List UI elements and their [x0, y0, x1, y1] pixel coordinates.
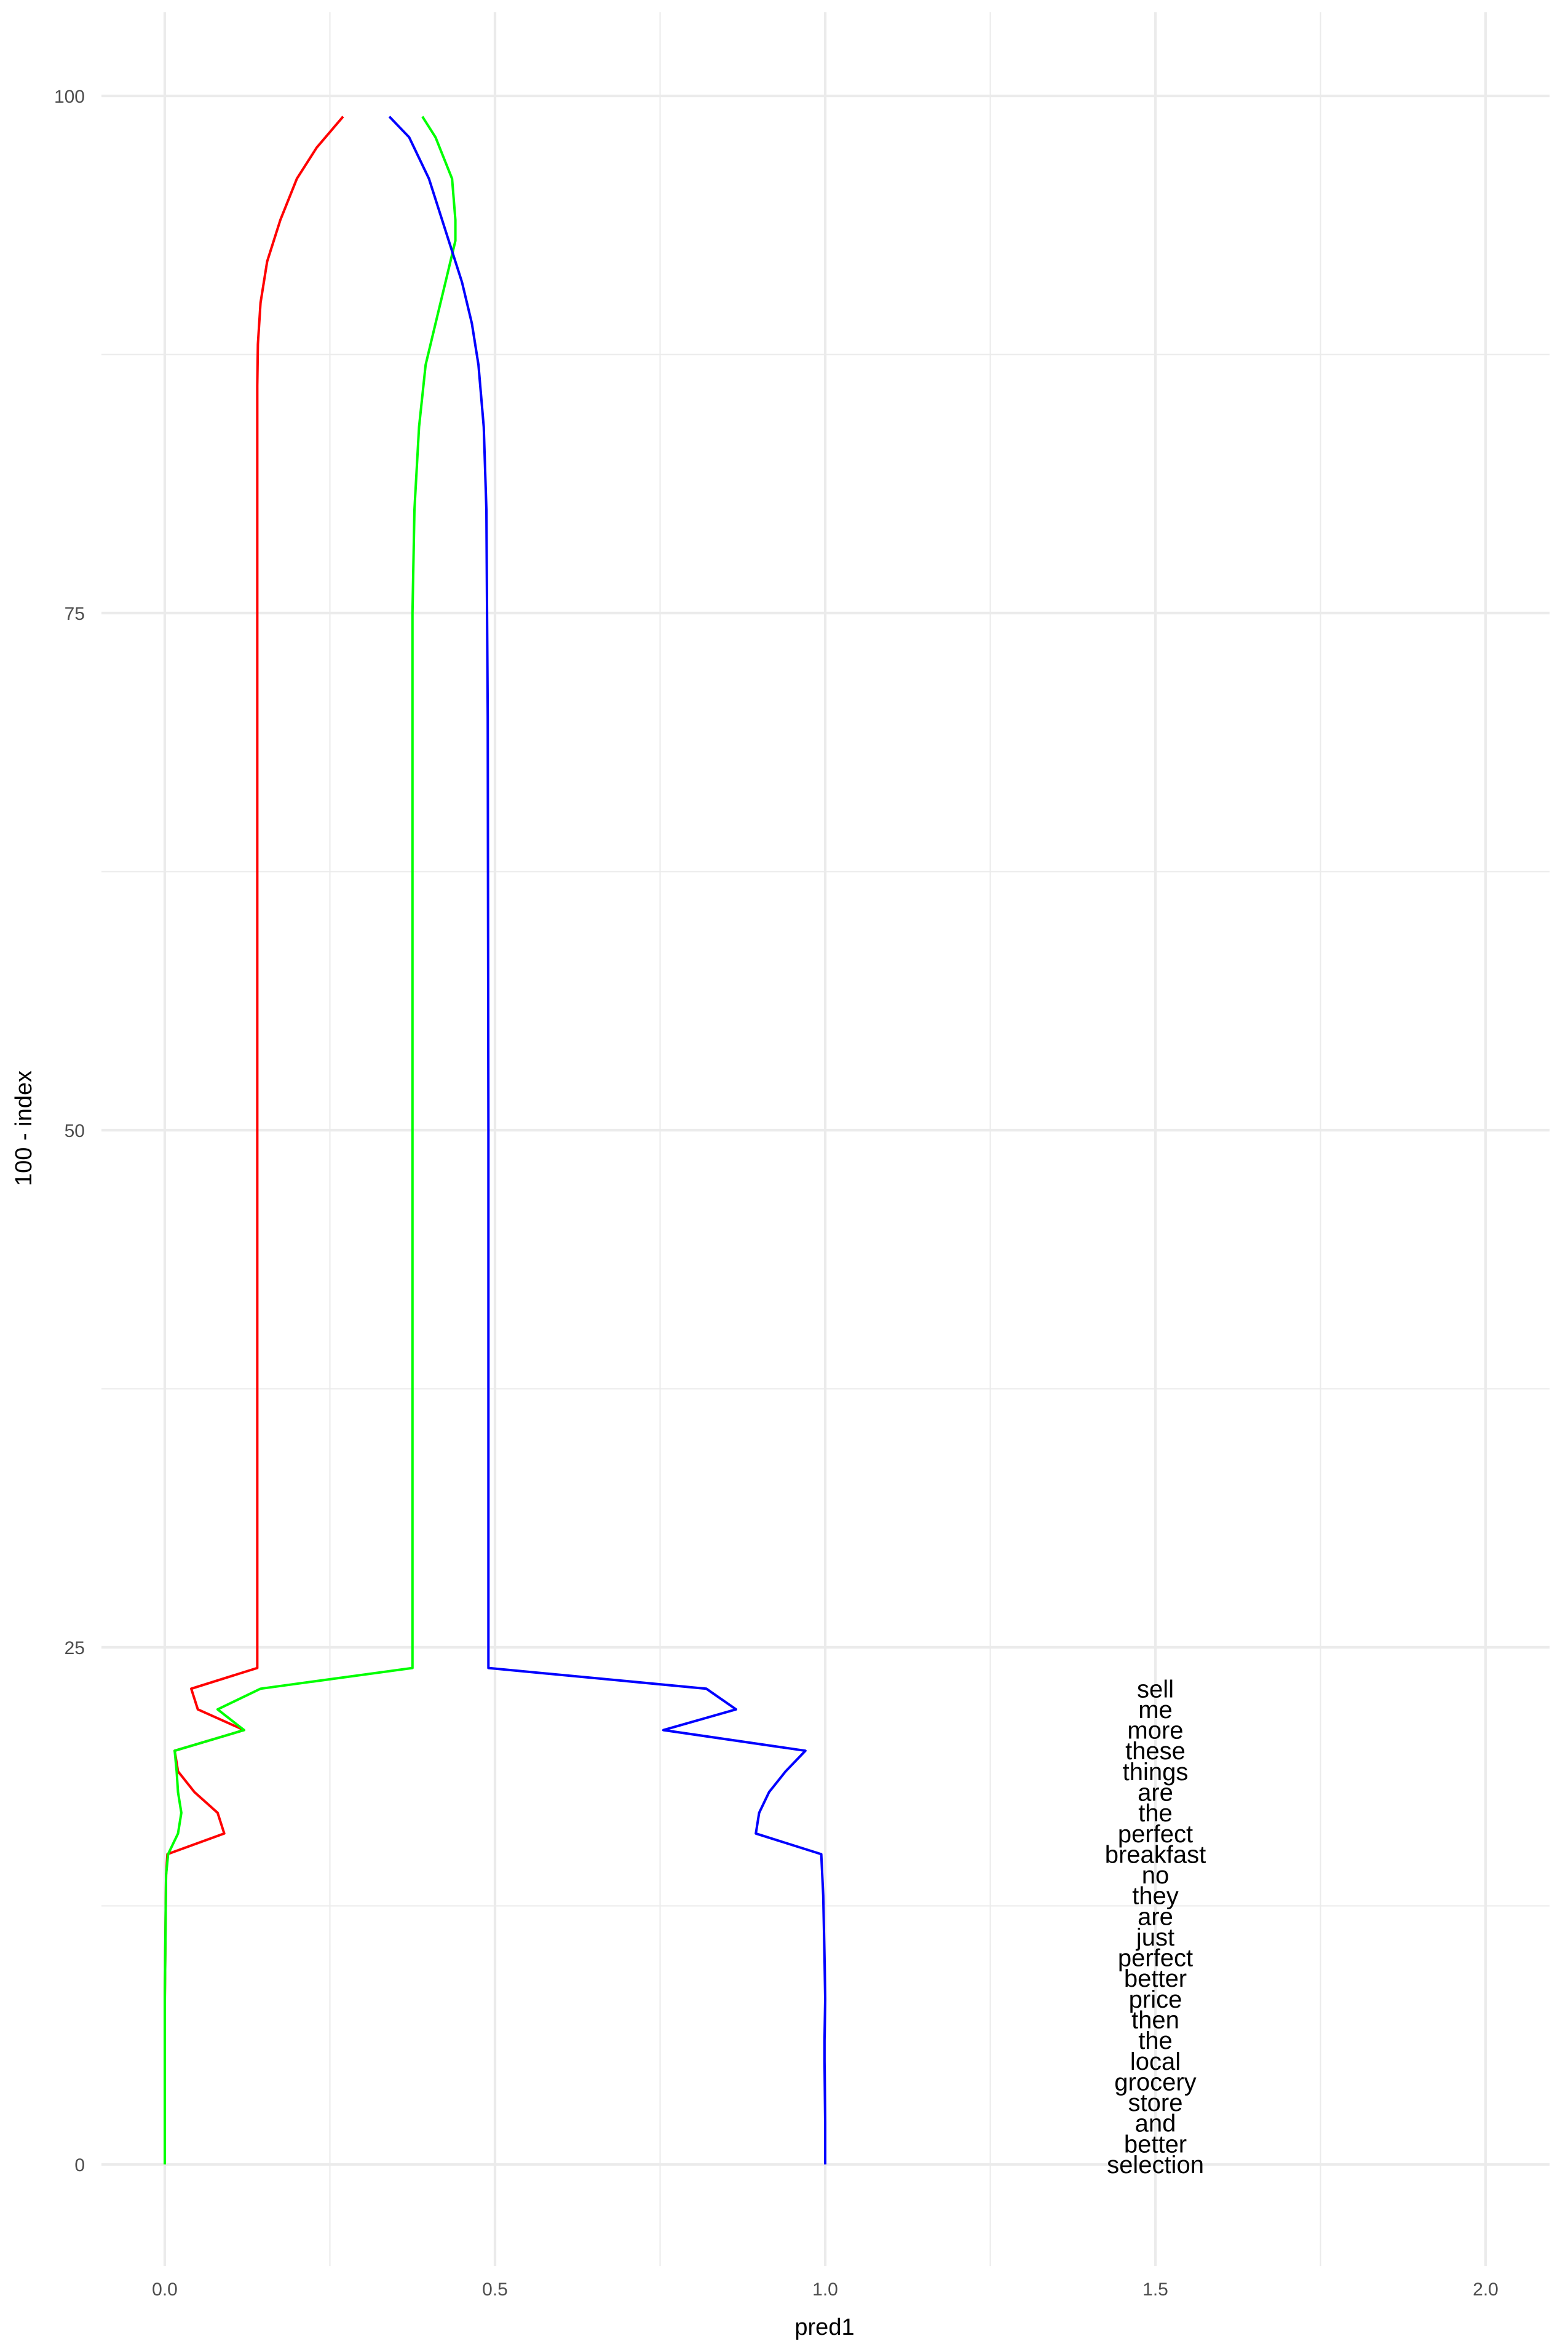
y-axis-tick-labels: 0 25 50 75 100 [54, 87, 85, 2176]
word-label: and [1135, 2110, 1176, 2137]
series-line-1 [164, 116, 344, 2164]
y-tick-label: 100 [54, 87, 85, 107]
word-label: are [1138, 1903, 1173, 1930]
y-tick-label: 25 [65, 1638, 85, 1658]
y-tick-label: 75 [65, 604, 85, 624]
x-tick-label: 1.0 [812, 2279, 838, 2300]
gridlines [101, 12, 1550, 2266]
x-axis-title: pred1 [794, 2314, 854, 2340]
y-axis-title: 100 - index [11, 1071, 37, 1186]
series-line-3 [388, 116, 826, 2164]
series-line-2 [164, 116, 457, 2164]
x-tick-label: 1.5 [1142, 2279, 1168, 2300]
word-label: better [1124, 2131, 1187, 2158]
word-label: grocery [1114, 2069, 1196, 2096]
word-label: no [1142, 1862, 1170, 1889]
word-label: the [1138, 1800, 1173, 1827]
word-label: local [1130, 2048, 1181, 2075]
x-tick-label: 0.5 [482, 2279, 508, 2300]
word-label: me [1138, 1697, 1173, 1724]
word-label: these [1125, 1738, 1186, 1765]
word-label: better [1124, 1965, 1187, 1992]
word-label: perfect [1118, 1821, 1193, 1848]
word-label: breakfast [1105, 1841, 1206, 1868]
word-label: they [1132, 1883, 1179, 1910]
word-label: just [1136, 1924, 1174, 1951]
word-labels: sellmemorethesethingsaretheperfectbreakf… [1105, 1676, 1206, 2179]
word-label: perfect [1118, 1945, 1193, 1972]
word-label: the [1138, 2027, 1173, 2054]
x-axis-tick-labels: 0.0 0.5 1.0 1.5 2.0 [152, 2279, 1499, 2300]
y-tick-label: 0 [74, 2155, 85, 2176]
y-tick-label: 50 [65, 1121, 85, 1141]
word-label: selection [1107, 2152, 1204, 2179]
series-lines [164, 116, 826, 2164]
x-tick-label: 0.0 [152, 2279, 178, 2300]
word-label: then [1131, 2007, 1179, 2034]
word-label: price [1129, 1986, 1182, 2013]
x-tick-label: 2.0 [1473, 2279, 1499, 2300]
word-label: things [1123, 1759, 1189, 1786]
word-label: store [1128, 2089, 1183, 2116]
word-label: sell [1137, 1676, 1174, 1703]
word-label: more [1127, 1717, 1183, 1744]
word-label: are [1138, 1779, 1173, 1806]
